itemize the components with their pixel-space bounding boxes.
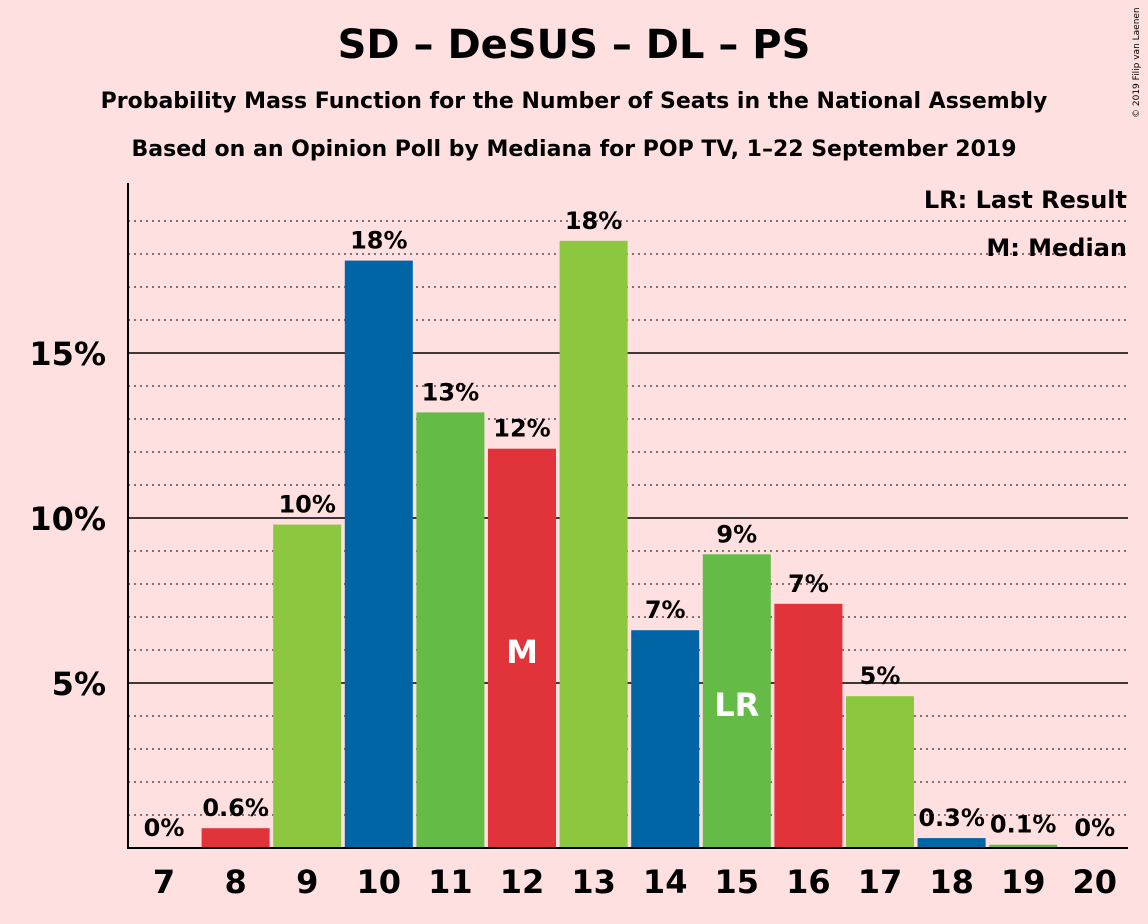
median-marker: M [506, 633, 538, 671]
x-tick-label: 9 [296, 863, 318, 901]
bar-seats-14 [631, 630, 699, 848]
x-tick-label: 7 [153, 863, 175, 901]
bar-value-label: 7% [645, 596, 686, 624]
legend-last-result: LR: Last Result [924, 186, 1127, 214]
x-tick-label: 18 [929, 863, 974, 901]
bar-seats-8 [202, 828, 270, 848]
bar-seats-11 [416, 412, 484, 848]
x-tick-label: 20 [1073, 863, 1118, 901]
bar-seats-16 [774, 604, 842, 848]
bar-value-label: 0.6% [202, 794, 269, 822]
bar-seats-17 [846, 696, 914, 848]
bar-value-label: 0% [144, 814, 185, 842]
y-tick-label: 15% [29, 335, 106, 373]
bar-value-label: 0% [1074, 814, 1115, 842]
y-tick-label: 10% [29, 500, 106, 538]
x-tick-label: 11 [428, 863, 473, 901]
bar-seats-18 [918, 838, 986, 848]
y-tick-label: 5% [52, 665, 106, 703]
x-tick-label: 16 [786, 863, 831, 901]
bar-value-label: 5% [860, 662, 901, 690]
legend: LR: Last Result M: Median [924, 186, 1127, 262]
bar-value-label: 18% [565, 207, 622, 235]
bar-seats-10 [345, 261, 413, 848]
bar-value-label: 0.1% [990, 811, 1057, 839]
legend-median: M: Median [986, 234, 1127, 262]
x-tick-label: 12 [500, 863, 545, 901]
x-tick-label: 15 [715, 863, 760, 901]
bar-value-label: 10% [278, 491, 335, 519]
x-tick-label: 10 [357, 863, 402, 901]
bar-value-label: 7% [788, 570, 829, 598]
last-result-marker: LR [714, 686, 759, 724]
bar-value-label: 18% [350, 227, 407, 255]
bar-value-label: 9% [716, 520, 757, 548]
x-tick-label: 13 [571, 863, 616, 901]
bar-value-label: 12% [493, 415, 550, 443]
bar-seats-9 [273, 525, 341, 848]
bars [202, 241, 1058, 848]
x-tick-label: 19 [1001, 863, 1046, 901]
bar-value-label: 13% [422, 378, 479, 406]
x-tick-label: 17 [858, 863, 903, 901]
x-tick-label: 14 [643, 863, 688, 901]
bar-seats-13 [560, 241, 628, 848]
x-tick-label: 8 [224, 863, 246, 901]
bar-value-label: 0.3% [918, 804, 985, 832]
